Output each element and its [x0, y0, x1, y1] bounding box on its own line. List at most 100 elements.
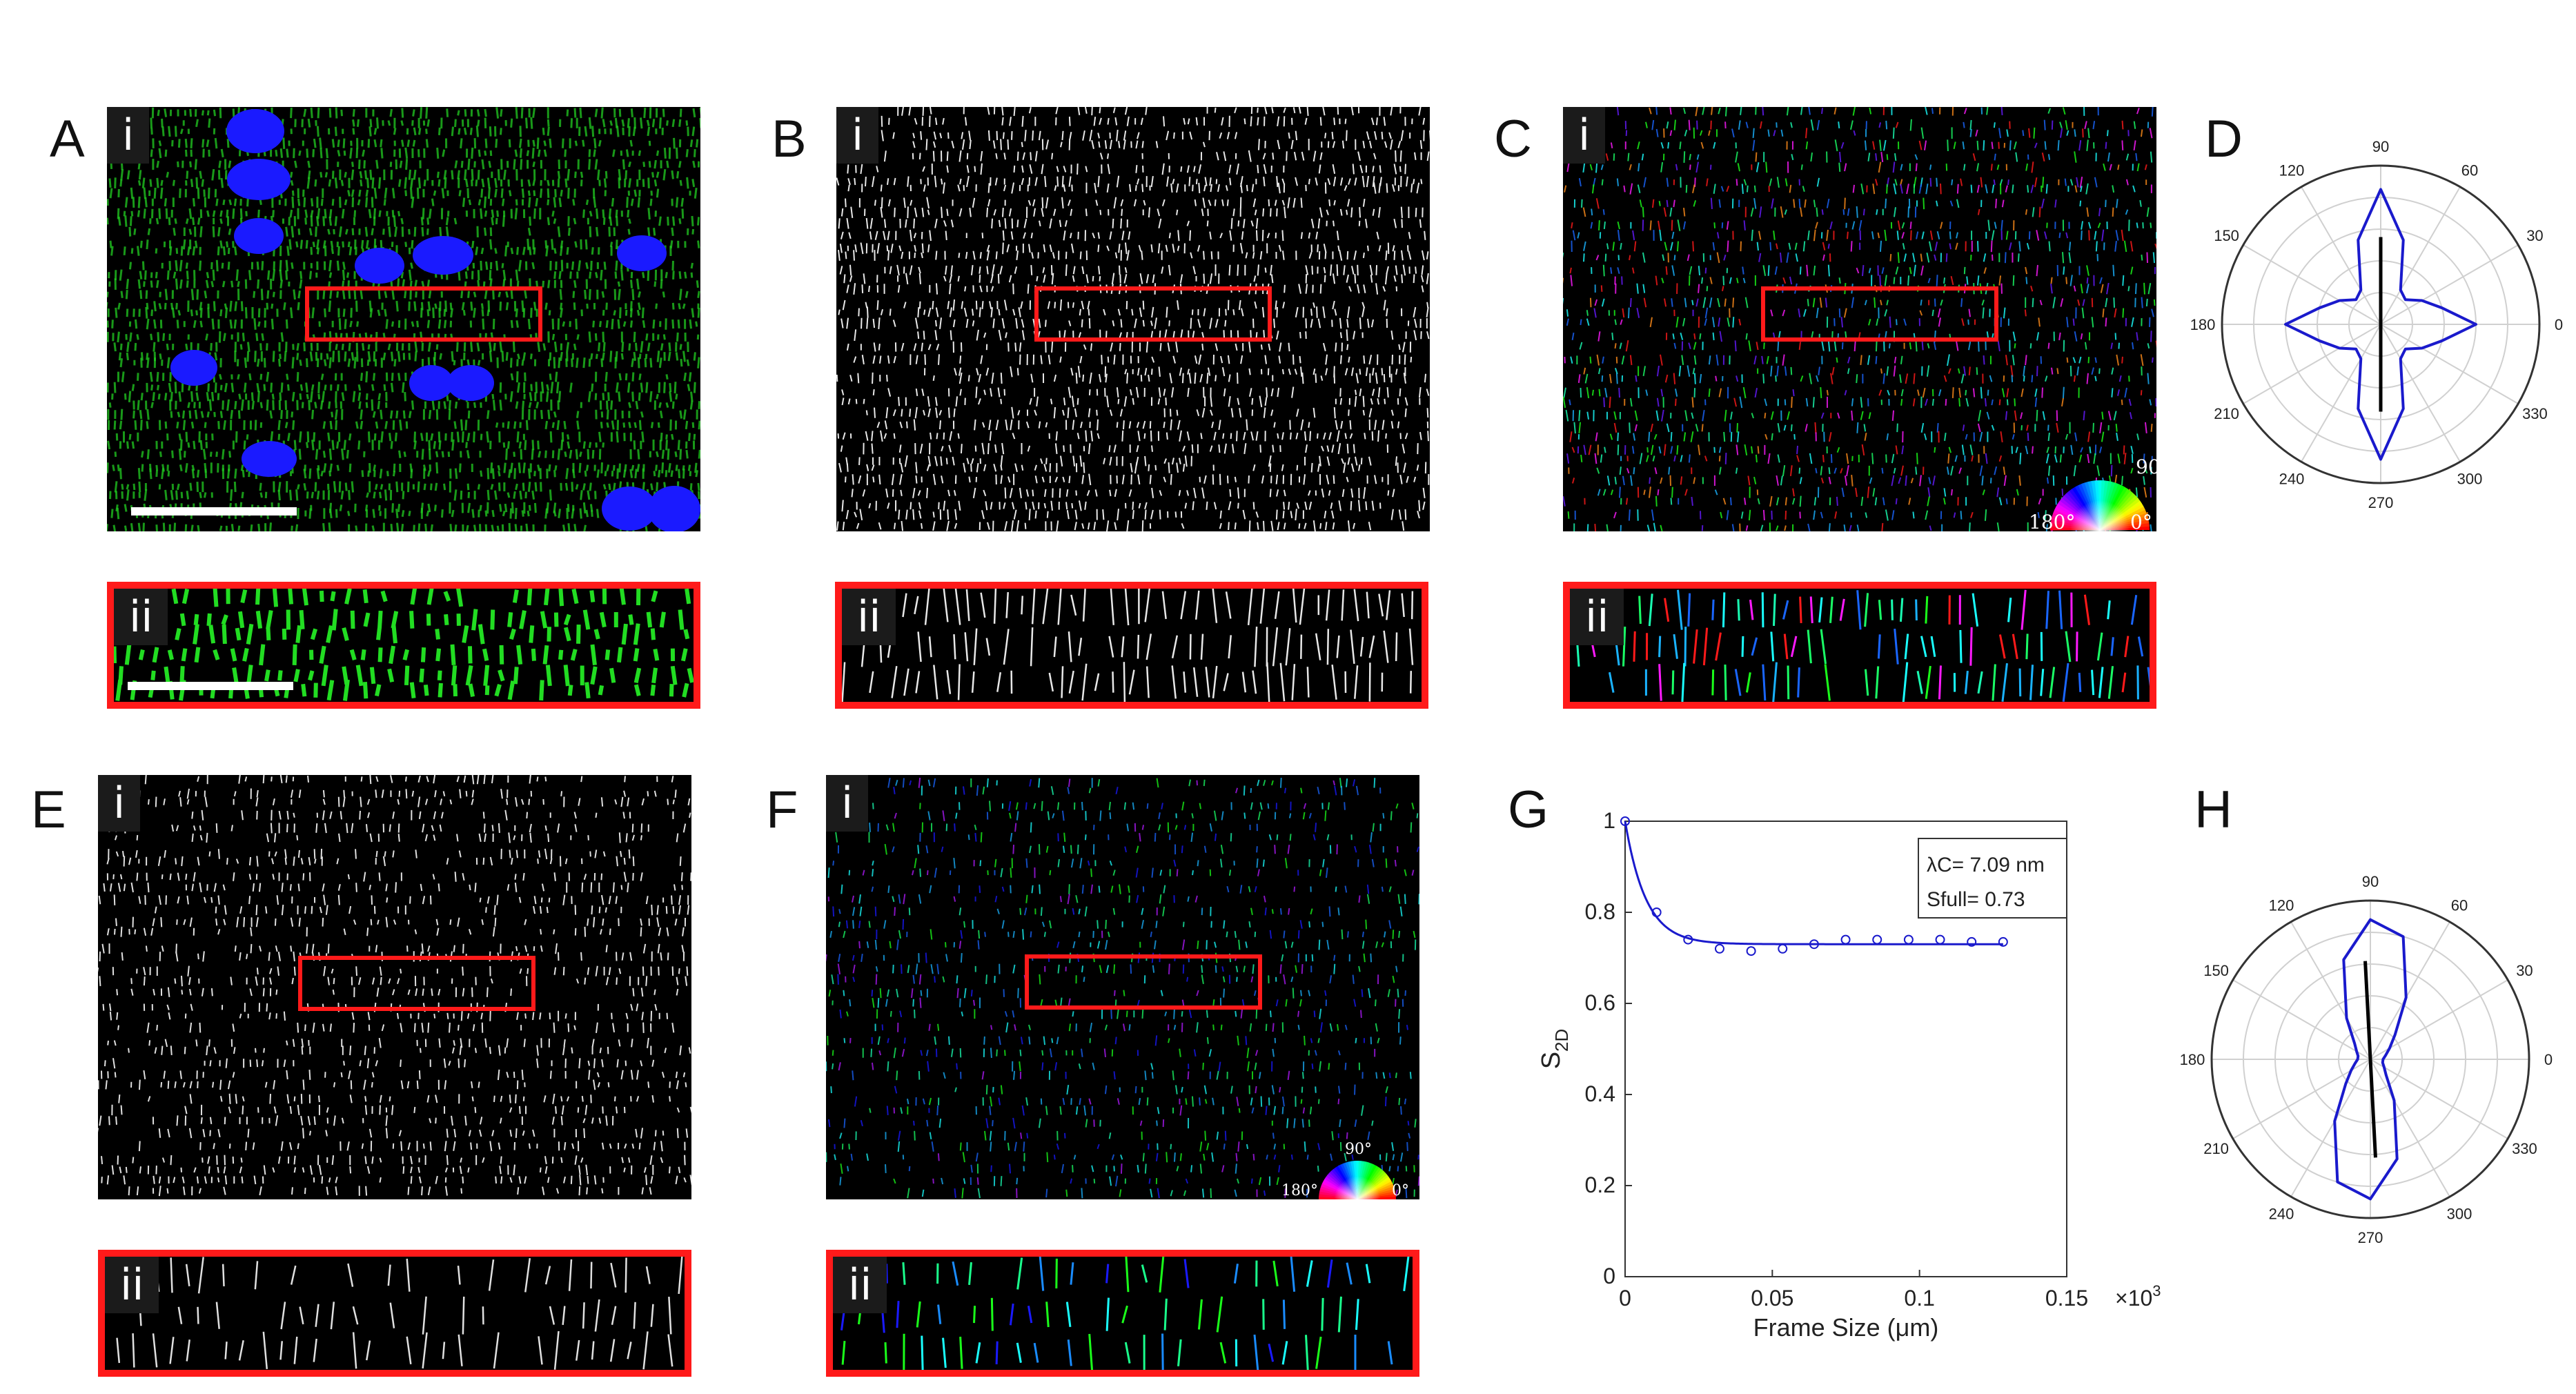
- angle-tick-label: 60: [2461, 162, 2478, 179]
- panel-c-inset: ii: [1563, 582, 2156, 709]
- fit-annotation-box: [1918, 838, 2067, 919]
- panel-label-d: D: [2205, 110, 2243, 168]
- roi-box: [1034, 286, 1272, 342]
- skeleton-marks: [842, 589, 1414, 702]
- data-point: [1872, 934, 1882, 945]
- inset-scale-bar: [128, 682, 293, 690]
- subpanel-label-b-ii: ii: [842, 589, 896, 645]
- panel-f-inset: ii: [826, 1250, 1419, 1377]
- color-wheel-legend: [1309, 1139, 1406, 1199]
- panel-e-skeleton: i: [98, 775, 691, 1199]
- orientation-marks: [826, 777, 1419, 1199]
- subpanel-label-b-i: i: [836, 107, 879, 164]
- panel-b-inset: ii: [835, 582, 1428, 709]
- angle-tick-label: 300: [2447, 1205, 2472, 1222]
- subpanel-label-c-ii: ii: [1570, 589, 1624, 645]
- wheel-label-180: 180°: [1281, 1182, 1318, 1199]
- data-point: [1998, 936, 2008, 947]
- angle-tick-label: 270: [2368, 494, 2394, 511]
- panel-label-a: A: [50, 110, 85, 168]
- polar-frame: [2210, 899, 2530, 1219]
- angle-tick-label: 30: [2516, 962, 2533, 979]
- roi-box: [1025, 954, 1262, 1010]
- lambda-annotation: λC= 7.09 nm: [1927, 854, 2045, 876]
- data-point: [1903, 934, 1914, 945]
- y-axis-label: S2D: [1537, 1029, 1572, 1070]
- angle-tick-label: 240: [2279, 470, 2305, 487]
- polar-plot-h: 0 30 60 90 120 150 180 210 240 270 300 330: [2180, 873, 2553, 1246]
- angle-tick-label: 0: [2555, 316, 2563, 333]
- polar-frame: [2221, 164, 2541, 484]
- x-tick-label: 0.15: [2045, 1286, 2088, 1310]
- color-wheel-legend: [2039, 455, 2156, 531]
- x-tick-label: 0.05: [1751, 1286, 1793, 1310]
- y-tick-label: 0.2: [1585, 1172, 1615, 1197]
- subpanel-label-a-ii: ii: [114, 589, 168, 645]
- data-point: [1778, 943, 1788, 954]
- panel-a-micrograph: i: [107, 107, 700, 531]
- skeleton-zoom-image: [842, 589, 1414, 702]
- angle-tick-label: 270: [2358, 1229, 2383, 1246]
- subpanel-label-f-i: i: [826, 775, 869, 832]
- actinin-nuclei-image: [107, 107, 700, 531]
- panel-label-b: B: [771, 110, 807, 168]
- x-exponent: ×103: [2115, 1282, 2161, 1310]
- angle-tick-label: 120: [2279, 162, 2305, 179]
- angle-tick-label: 330: [2522, 405, 2548, 422]
- skeleton-image: [836, 107, 1430, 531]
- x-axis-label: Frame Size (μm): [1753, 1313, 1939, 1342]
- angle-tick-label: 120: [2269, 897, 2294, 914]
- angle-tick-label: 330: [2512, 1140, 2537, 1157]
- data-point: [1809, 939, 1819, 950]
- panel-label-e: E: [31, 781, 66, 839]
- panel-label-g: G: [1508, 781, 1549, 839]
- angle-tick-label: 180: [2190, 316, 2216, 333]
- skeleton-marks: [836, 107, 1430, 531]
- x-tick-label: 0: [1619, 1286, 1631, 1310]
- subpanel-label-a-i: i: [107, 107, 150, 164]
- sfull-annotation: Sfull= 0.73: [1927, 888, 2025, 911]
- wheel-label-90: 90°: [1345, 1141, 1372, 1158]
- skeleton-marks: [98, 775, 691, 1197]
- hue-half-wheel: [2050, 480, 2150, 531]
- angle-tick-label: 180: [2180, 1051, 2205, 1068]
- wheel-label-0: 0°: [1392, 1182, 1409, 1199]
- roi-box: [1761, 286, 1998, 342]
- scale-bar: [131, 507, 297, 516]
- roi-box: [305, 286, 542, 342]
- data-point: [1683, 934, 1693, 945]
- y-tick-label: 0.8: [1585, 899, 1615, 924]
- wheel-label-90: 90°: [2136, 455, 2156, 478]
- polar-plot-d: 0 30 60 90 120 150 180 210 240 270 300 330: [2190, 138, 2563, 511]
- angle-tick-label: 300: [2457, 470, 2483, 487]
- panel-label-f: F: [766, 781, 798, 839]
- hue-half-wheel: [1319, 1161, 1396, 1199]
- skeleton-image: [98, 775, 691, 1197]
- orientation-zoom-image: [1571, 589, 2150, 702]
- orientation-distribution: [2333, 918, 2408, 1201]
- angle-tick-label: 210: [2214, 405, 2239, 422]
- orientation-distribution: [2284, 188, 2477, 461]
- orientation-zoom-image: [840, 1257, 1410, 1370]
- angle-tick-label: 90: [2372, 138, 2389, 155]
- data-point: [1840, 934, 1851, 945]
- subpanel-label-e-i: i: [98, 775, 141, 832]
- y-tick-label: 0: [1603, 1264, 1615, 1288]
- panel-f-orientation: i 90° 180° 0°: [826, 775, 1419, 1199]
- orientation-marks: [1571, 589, 2150, 702]
- wheel-label-0: 0°: [2130, 511, 2152, 531]
- y-tick-label: 1: [1603, 808, 1615, 833]
- angle-tick-label: 90: [2362, 873, 2379, 890]
- angle-tick-label: 60: [2451, 897, 2468, 914]
- panel-label-h: H: [2194, 781, 2232, 839]
- data-point: [1714, 943, 1724, 954]
- x-tick-label: 0.1: [1904, 1286, 1934, 1310]
- subpanel-label-f-ii: ii: [833, 1257, 887, 1313]
- orientation-marks: [1563, 107, 2156, 531]
- orientation-image: [1563, 107, 2156, 531]
- angle-tick-label: 240: [2269, 1205, 2294, 1222]
- data-point: [1746, 946, 1756, 956]
- actinin-striations: [114, 589, 694, 701]
- roi-box: [298, 956, 535, 1011]
- data-point: [1967, 936, 1977, 947]
